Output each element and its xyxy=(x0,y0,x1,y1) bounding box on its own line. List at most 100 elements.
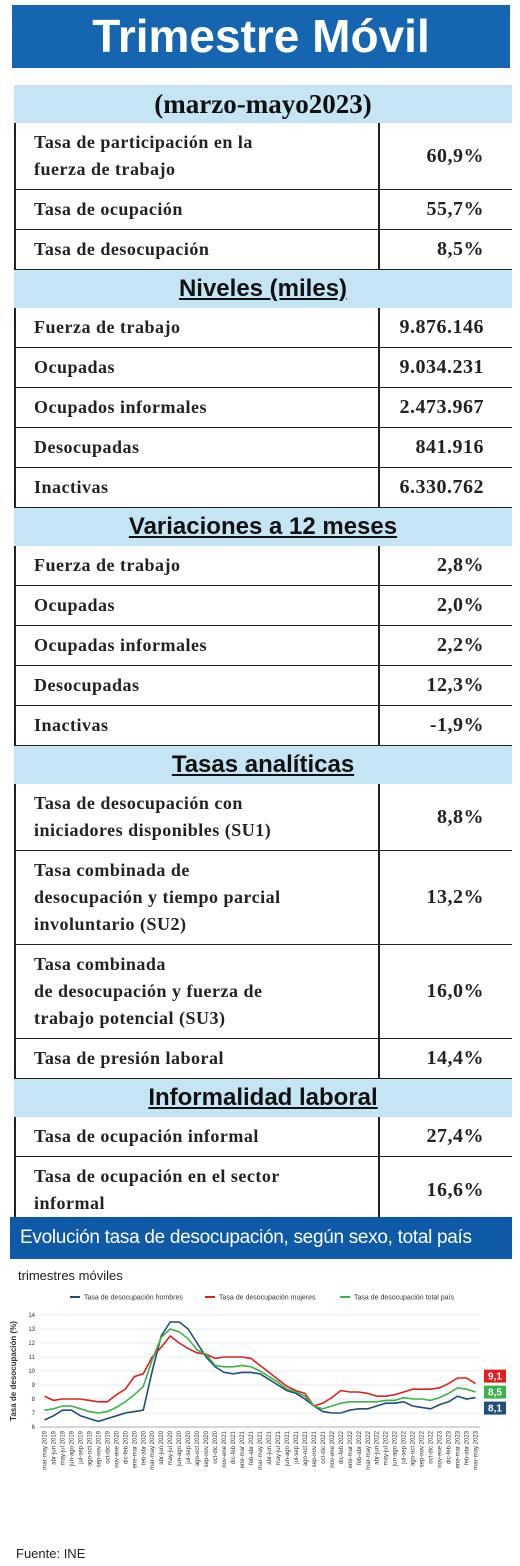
x-tick-label: nov-ene 2023 xyxy=(438,1430,444,1467)
table-row: Tasa combinada de desocupación y tiempo … xyxy=(14,851,512,945)
y-tick-label: 7 xyxy=(32,1411,36,1417)
table-row: Ocupadas 2,0% xyxy=(14,586,512,626)
y-tick-label: 6 xyxy=(32,1425,36,1431)
x-tick-label: dic-feb 2023 xyxy=(447,1430,453,1464)
x-tick-label: feb-abr 2020 xyxy=(141,1430,147,1465)
end-label: 8,1 xyxy=(488,1404,502,1415)
table-row: Tasa de participación en la fuerza de tr… xyxy=(14,123,512,190)
table-row: Tasa de ocupación 55,7% xyxy=(14,190,512,230)
x-tick-label: sep-nov 2021 xyxy=(312,1430,318,1467)
x-tick-label: feb-abr 2023 xyxy=(465,1430,471,1465)
x-tick-label: may-jul 2020 xyxy=(168,1430,174,1465)
row-value: 8,8% xyxy=(437,805,484,828)
x-tick-label: jun-ago 2021 xyxy=(285,1430,291,1467)
series-line xyxy=(44,1334,476,1407)
table-row: Tasa de ocupación informal 27,4% xyxy=(14,1117,512,1157)
x-tick-label: ago-oct 2022 xyxy=(411,1430,417,1466)
x-tick-label: nov-ene 2021 xyxy=(222,1430,228,1467)
x-tick-label: ago-oct 2019 xyxy=(87,1430,93,1466)
x-tick-label: ene-mar 2020 xyxy=(132,1430,138,1468)
row-label: Tasa de desocupación xyxy=(14,230,380,269)
table-row: Ocupados informales 2.473.967 xyxy=(14,388,512,428)
indicator-table: Tasa de participación en la fuerza de tr… xyxy=(14,123,512,1224)
y-tick-label: 13 xyxy=(28,1327,35,1333)
chart: 6 7 8 9 10 11 12 13 14 Tasa de desocupación (%) ma… xyxy=(9,1295,506,1470)
row-value: 2.473.967 xyxy=(399,396,484,418)
x-tick-label: may-jul 2019 xyxy=(60,1430,66,1465)
x-tick-label: abr-jun 2020 xyxy=(159,1430,165,1464)
x-tick-label: dic-feb 2022 xyxy=(339,1430,345,1464)
row-value: 2,0% xyxy=(437,594,484,616)
x-tick-label: ene-mar 2022 xyxy=(348,1430,354,1468)
x-tick-label: sep-nov 2022 xyxy=(420,1430,426,1467)
table-row: Fuerza de trabajo 9.876.146 xyxy=(14,308,512,348)
table-row: Tasa combinada de desocupación y fuerza … xyxy=(14,945,512,1039)
table-row: Ocupadas informales 2,2% xyxy=(14,626,512,666)
row-label: Ocupadas xyxy=(14,586,380,625)
row-label: Desocupadas xyxy=(14,666,380,705)
row-value: 14,4% xyxy=(426,1047,484,1069)
row-value: -1,9% xyxy=(429,714,484,736)
row-value: 2,8% xyxy=(437,554,484,576)
x-tick-label: feb-abr 2021 xyxy=(249,1430,255,1465)
row-label: Tasa combinada de desocupación y tiempo … xyxy=(14,851,380,944)
x-tick-label: may-jul 2022 xyxy=(384,1430,390,1465)
row-value: 60,9% xyxy=(426,144,484,167)
y-tick-label: 10 xyxy=(28,1369,35,1375)
table-row: Tasa de presión laboral 14,4% xyxy=(14,1039,512,1079)
x-tick-label: ene-mar 2023 xyxy=(456,1430,462,1468)
x-tick-label: oct-dic 2019 xyxy=(105,1430,111,1463)
x-tick-label: sep-nov 2020 xyxy=(204,1430,210,1467)
end-label: 8,5 xyxy=(488,1388,502,1399)
table-row: Tasa de desocupación 8,5% xyxy=(14,230,512,270)
series-line xyxy=(44,1321,476,1423)
x-tick-label: jun-ago 2020 xyxy=(177,1430,183,1467)
row-label: Tasa de presión laboral xyxy=(14,1039,380,1078)
x-tick-label: oct-dic 2021 xyxy=(321,1430,327,1463)
x-tick-label: mar-may 2019 xyxy=(42,1430,48,1469)
x-tick-label: mar-may 2020 xyxy=(150,1430,156,1469)
section-header: Variaciones a 12 meses xyxy=(14,508,512,546)
main-title: Trimestre Móvil xyxy=(12,5,510,68)
y-tick-label: 14 xyxy=(28,1313,35,1319)
chart-subtitle: trimestres móviles xyxy=(18,1268,123,1283)
row-value: 9.034.231 xyxy=(399,356,484,378)
x-tick-label: feb-abr 2022 xyxy=(357,1430,363,1465)
table-row: Desocupadas 12,3% xyxy=(14,666,512,706)
x-tick-label: mar-may 2022 xyxy=(366,1430,372,1469)
x-tick-label: abr-jun 2021 xyxy=(267,1430,273,1464)
x-tick-label: jul-sep 2021 xyxy=(294,1430,300,1464)
x-tick-label: ago-oct 2021 xyxy=(303,1430,309,1466)
x-tick-label: jul-sep 2019 xyxy=(78,1430,84,1464)
row-value: 6.330.762 xyxy=(399,476,484,498)
row-value: 2,2% xyxy=(437,634,484,656)
row-value: 13,2% xyxy=(426,886,484,908)
row-label: Ocupadas xyxy=(14,348,380,387)
row-value: 55,7% xyxy=(426,198,484,220)
row-value: 27,4% xyxy=(426,1125,484,1147)
x-tick-label: dic-feb 2020 xyxy=(123,1430,129,1464)
x-tick-label: jul-sep 2022 xyxy=(402,1430,408,1464)
table-row: Tasa de desocupación con iniciadores dis… xyxy=(14,784,512,851)
period-header: (marzo-mayo2023) xyxy=(14,85,512,123)
table-row: Inactivas 6.330.762 xyxy=(14,468,512,508)
legend-label: Tasa de desocupación total país xyxy=(354,1295,455,1302)
table-row: Desocupadas 841.916 xyxy=(14,428,512,468)
row-label: Fuerza de trabajo xyxy=(14,308,380,347)
x-tick-label: oct-dic 2022 xyxy=(429,1430,435,1463)
table-row: Inactivas -1,9% xyxy=(14,706,512,746)
row-value: 16,0% xyxy=(426,980,484,1002)
row-label: Tasa de ocupación xyxy=(14,190,380,229)
row-label: Fuerza de trabajo xyxy=(14,546,380,585)
row-label: Inactivas xyxy=(14,468,380,507)
row-label: Tasa de desocupación con iniciadores dis… xyxy=(14,784,380,850)
y-tick-label: 8 xyxy=(32,1397,36,1403)
legend-label: Tasa de desocupación hombres xyxy=(84,1295,183,1302)
x-tick-label: may-jul 2021 xyxy=(276,1430,282,1465)
table-row: Tasa de ocupación en el sector informal 1… xyxy=(14,1157,512,1224)
end-label-box xyxy=(484,1369,506,1383)
section-header: Niveles (miles) xyxy=(14,270,512,308)
table-row: Fuerza de trabajo 2,8% xyxy=(14,546,512,586)
x-tick-label: mar-may 2021 xyxy=(258,1430,264,1469)
